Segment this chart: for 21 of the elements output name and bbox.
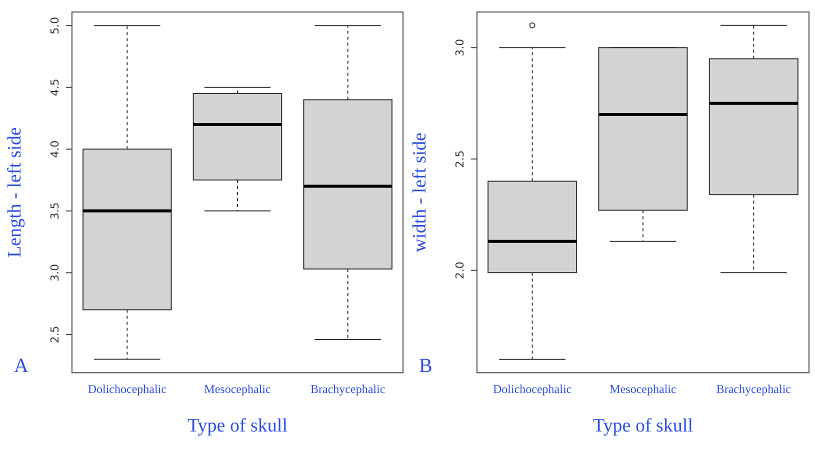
y-tick-label: 2.0 — [453, 262, 466, 280]
x-tick-label: Mesocephalic — [204, 382, 271, 396]
y-tick-label: 3.0 — [453, 38, 466, 56]
y-axis-title: width - left side — [409, 132, 430, 252]
text: B — [418, 355, 432, 378]
x-tick-label: Mesocephalic — [610, 382, 676, 396]
y-axis-title: Length - left side — [4, 127, 26, 258]
y-tick-label: 5.0 — [48, 16, 62, 34]
x-tick-label: Brachycephalic — [716, 382, 791, 396]
y-tick-label: 4.5 — [48, 78, 62, 96]
x-tick-label: Dolichocephalic — [88, 382, 166, 396]
x-tick-label: Brachycephalic — [310, 382, 386, 396]
y-tick-label: 2.5 — [453, 150, 466, 168]
x-tick-label: Dolichocephalic — [492, 382, 572, 396]
y-tick-label: 3.5 — [48, 202, 62, 220]
y-tick-label: 3.0 — [48, 264, 62, 282]
text: A — [14, 355, 29, 378]
x-axis-title: Type of skull — [187, 416, 288, 437]
y-tick-label: 4.0 — [48, 140, 62, 158]
y-tick-label: 2.5 — [48, 326, 62, 344]
x-axis-title: Type of skull — [592, 416, 693, 437]
